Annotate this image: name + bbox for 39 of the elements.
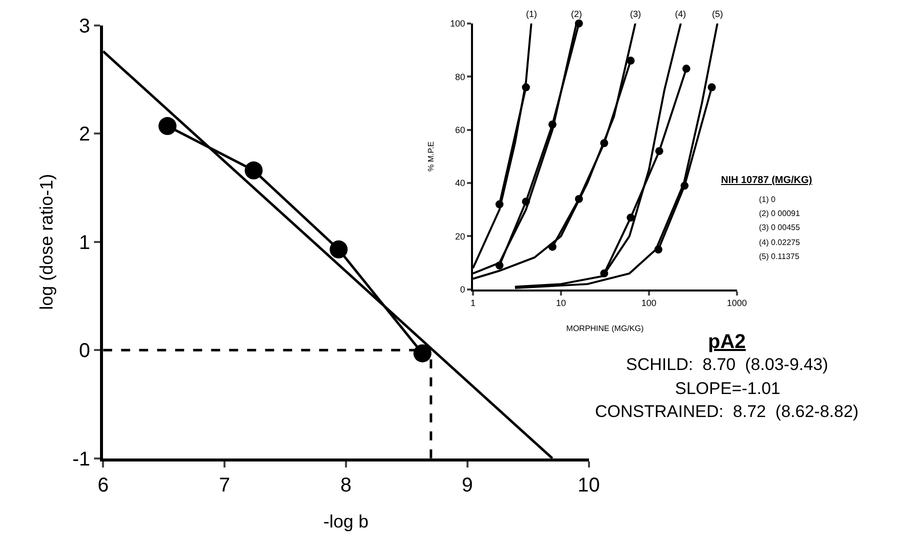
annotation: (3) (630, 9, 641, 19)
x-tick-label: 8 (340, 474, 352, 496)
text: (1) 0 (759, 195, 776, 204)
x-tick-label: 10 (578, 474, 600, 496)
annotation: (2) (571, 9, 582, 19)
y-tick-label: 20 (455, 231, 466, 242)
y-tick-label: 1 (79, 232, 90, 254)
x-tick-label: 1 (470, 298, 476, 308)
y-tick-label: 60 (455, 124, 466, 135)
annotation: (1) (526, 9, 537, 19)
x-tick-label: 6 (98, 474, 109, 496)
annotation: NIH 10787 (MG/KG) (721, 175, 812, 186)
text: CONSTRAINED: 8.72 (8.62-8.82) (595, 402, 859, 421)
x-tick-label: 100 (641, 298, 656, 308)
text: SCHILD: 8.70 (8.03-9.43) (626, 355, 828, 374)
y-tick-label: 3 (79, 15, 90, 38)
y-tick-label: 80 (455, 72, 466, 82)
x-tick-label: 10 (556, 298, 566, 308)
y-axis-title: log (dose ratio-1) (36, 174, 57, 310)
y-tick-label: 0 (460, 284, 466, 295)
text: (5) 0.11375 (759, 252, 800, 261)
y-tick-label: -1 (72, 448, 90, 470)
annotation: (5) (712, 9, 723, 19)
text: (3) 0 00455 (759, 223, 800, 232)
x-axis-title: MORPHINE (MG/KG) (566, 324, 644, 333)
y-tick-label: 2 (79, 124, 90, 146)
y-tick-label: 100 (450, 18, 466, 29)
annotation: (4) (675, 9, 686, 19)
text: pA2 (708, 331, 746, 353)
x-tick-label: 7 (218, 474, 230, 496)
x-axis-title: -log b (323, 511, 368, 532)
text: (4) 0.02275 (759, 238, 800, 247)
y-axis-title: % M.P.E (426, 141, 436, 172)
x-tick-label: 9 (462, 474, 473, 496)
x-tick-label: 1000 (726, 298, 747, 308)
y-tick-label: 0 (79, 340, 90, 362)
text: SLOPE=-1.01 (675, 379, 780, 398)
text: (2) 0 00091 (759, 209, 800, 218)
y-tick-label: 40 (455, 178, 466, 188)
